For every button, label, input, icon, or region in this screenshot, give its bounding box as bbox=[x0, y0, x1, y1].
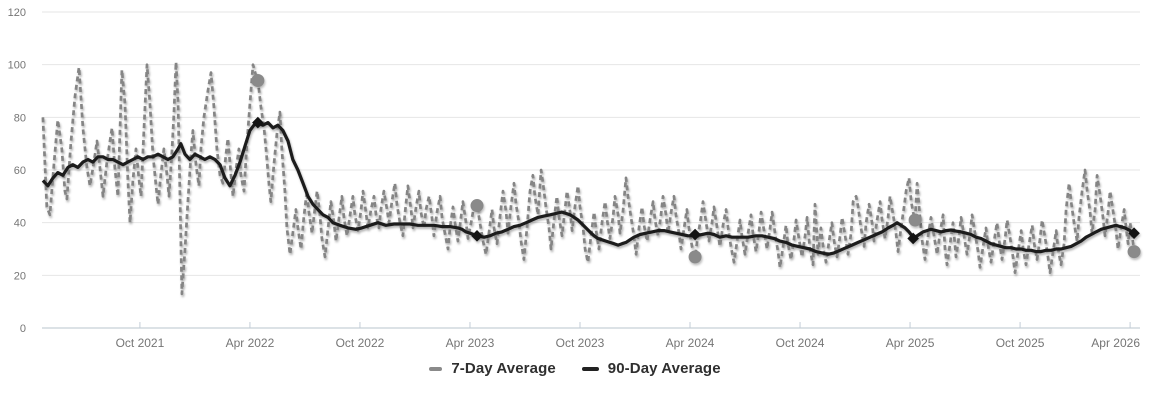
x-tick-label: Apr 2022 bbox=[226, 336, 275, 350]
y-axis-labels: 0 20 40 60 80 100 120 bbox=[8, 7, 26, 335]
seven-day-point-marker bbox=[688, 250, 702, 264]
ninety-day-point-marker bbox=[1128, 227, 1140, 239]
seven-day-point-marker bbox=[470, 199, 484, 213]
y-tick-label: 20 bbox=[14, 270, 26, 282]
x-tick-label: Oct 2024 bbox=[776, 336, 825, 350]
seven-day-point-marker bbox=[1127, 245, 1141, 259]
x-tick-label: Oct 2023 bbox=[556, 336, 605, 350]
ninety-day-point-marker bbox=[252, 116, 264, 129]
y-tick-label: 0 bbox=[20, 323, 26, 335]
y-tick-label: 120 bbox=[8, 7, 26, 19]
y-tick-label: 60 bbox=[14, 165, 26, 177]
x-tick-label: Apr 2023 bbox=[446, 336, 495, 350]
ninety-day-average-line bbox=[41, 121, 1135, 256]
legend-item-7-day[interactable]: 7-Day Average bbox=[429, 360, 556, 377]
seven-day-dash-swatch-icon bbox=[429, 366, 443, 371]
seven-day-average-line bbox=[41, 60, 1136, 296]
x-tick-label: Oct 2021 bbox=[116, 336, 165, 350]
y-tick-label: 40 bbox=[14, 218, 26, 230]
seven-day-point-marker bbox=[908, 213, 922, 227]
x-tick-label: Oct 2025 bbox=[996, 336, 1045, 350]
x-tick-label: Apr 2025 bbox=[886, 336, 935, 350]
seven-day-point-marker bbox=[251, 73, 265, 87]
ninety-day-legend-label: 90-Day Average bbox=[607, 360, 721, 377]
ninety-day-point-marker bbox=[471, 230, 483, 242]
ninety-day-point-marker bbox=[689, 228, 701, 241]
y-tick-label: 100 bbox=[8, 60, 26, 72]
x-tick-label: Apr 2024 bbox=[666, 336, 715, 350]
series-group bbox=[41, 60, 1136, 296]
y-tick-label: 80 bbox=[14, 112, 26, 124]
seven-day-legend-label: 7-Day Average bbox=[451, 360, 556, 377]
marker-group bbox=[251, 73, 1141, 264]
x-axis-ticks: Oct 2021 Apr 2022 Oct 2022 Apr 2023 Oct 2023… bbox=[116, 322, 1140, 350]
ninety-day-dash-swatch-icon bbox=[581, 366, 599, 371]
ninety-day-point-marker bbox=[907, 232, 919, 245]
x-tick-label: Oct 2022 bbox=[336, 336, 385, 350]
x-tick-label: Apr 2026 bbox=[1091, 336, 1140, 350]
legend-item-90-day[interactable]: 90-Day Average bbox=[581, 360, 721, 377]
chart-legend: 7-Day Average 90-Day Average bbox=[0, 360, 1150, 377]
